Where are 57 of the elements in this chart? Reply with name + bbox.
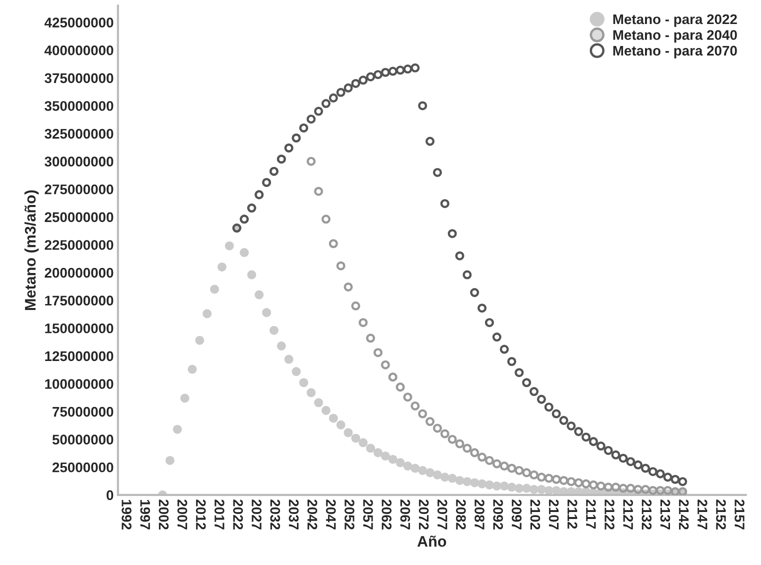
- y-tick-label: 425000000: [44, 18, 114, 28]
- y-tick-label: 225000000: [44, 240, 114, 250]
- x-tick-label: 2127: [623, 500, 634, 530]
- x-tick-label: 2087: [474, 500, 484, 530]
- y-tick-label: 125000000: [45, 351, 114, 362]
- y-tick-label: 375000000: [44, 73, 114, 84]
- y-tick-label: 175000000: [45, 296, 114, 306]
- x-tick-label: 2137: [660, 500, 670, 530]
- y-tick-label: 300000000: [44, 156, 114, 167]
- x-tick-label: 2102: [530, 500, 540, 530]
- x-tick-label: 2122: [604, 500, 614, 530]
- x-tick-label: 2082: [456, 500, 466, 530]
- x-tick-label: 2097: [512, 500, 522, 530]
- y-tick-label: 350000000: [44, 101, 114, 111]
- x-tick-label: 2132: [642, 500, 652, 530]
- x-tick-label: 2072: [418, 500, 429, 530]
- x-tick-label: 2012: [196, 500, 206, 530]
- y-tick-label: 150000000: [45, 323, 114, 334]
- x-tick-label: 2017: [214, 500, 224, 530]
- x-tick-label: 2107: [548, 500, 559, 530]
- x-tick-label: 2152: [716, 500, 726, 530]
- x-tick-label: 2147: [698, 500, 708, 530]
- x-tick-label: 2007: [177, 500, 188, 530]
- y-tick-label: 25000000: [52, 462, 114, 472]
- legend-label: Metano - para 2022: [613, 14, 737, 27]
- x-tick-label: 2037: [288, 500, 299, 530]
- y-tick-label: 250000000: [44, 212, 114, 222]
- x-tick-label: 2047: [326, 500, 336, 530]
- x-tick-label: 2117: [586, 500, 596, 529]
- legend-label: Metano - para 2040: [613, 30, 737, 43]
- x-tick-label: 1992: [122, 500, 132, 530]
- y-tick-label: 275000000: [44, 184, 114, 194]
- x-tick-label: 2052: [344, 500, 354, 530]
- x-tick-label: 2067: [400, 500, 410, 530]
- x-tick-label: 2157: [734, 500, 744, 530]
- x-tick-label: 2057: [363, 500, 373, 530]
- legend-label: Metano - para 2070: [613, 46, 737, 58]
- x-tick-label: 2027: [252, 500, 262, 530]
- x-tick-label: 2142: [679, 500, 689, 530]
- y-tick-label: 200000000: [44, 268, 114, 278]
- x-tick-label: 2112: [568, 500, 578, 529]
- x-tick-label: 2092: [493, 500, 503, 530]
- x-axis-title: Año: [417, 536, 446, 547]
- x-tick-label: 2002: [158, 500, 169, 530]
- x-tick-label: 2032: [270, 500, 280, 530]
- x-tick-label: 2042: [307, 500, 318, 530]
- x-tick-label: 1997: [140, 500, 150, 530]
- y-tick-label: 100000000: [45, 379, 114, 389]
- y-tick-label: 400000000: [44, 45, 114, 56]
- y-tick-label: 50000000: [52, 434, 114, 445]
- y-tick-label: 325000000: [44, 128, 114, 139]
- x-tick-label: 2062: [382, 500, 392, 530]
- y-tick-label: 0: [106, 490, 114, 500]
- y-tick-label: 75000000: [52, 406, 114, 417]
- x-tick-label: 2022: [233, 500, 243, 530]
- x-tick-label: 2077: [437, 500, 448, 530]
- y-axis-title: Metano (m3/año): [24, 190, 39, 310]
